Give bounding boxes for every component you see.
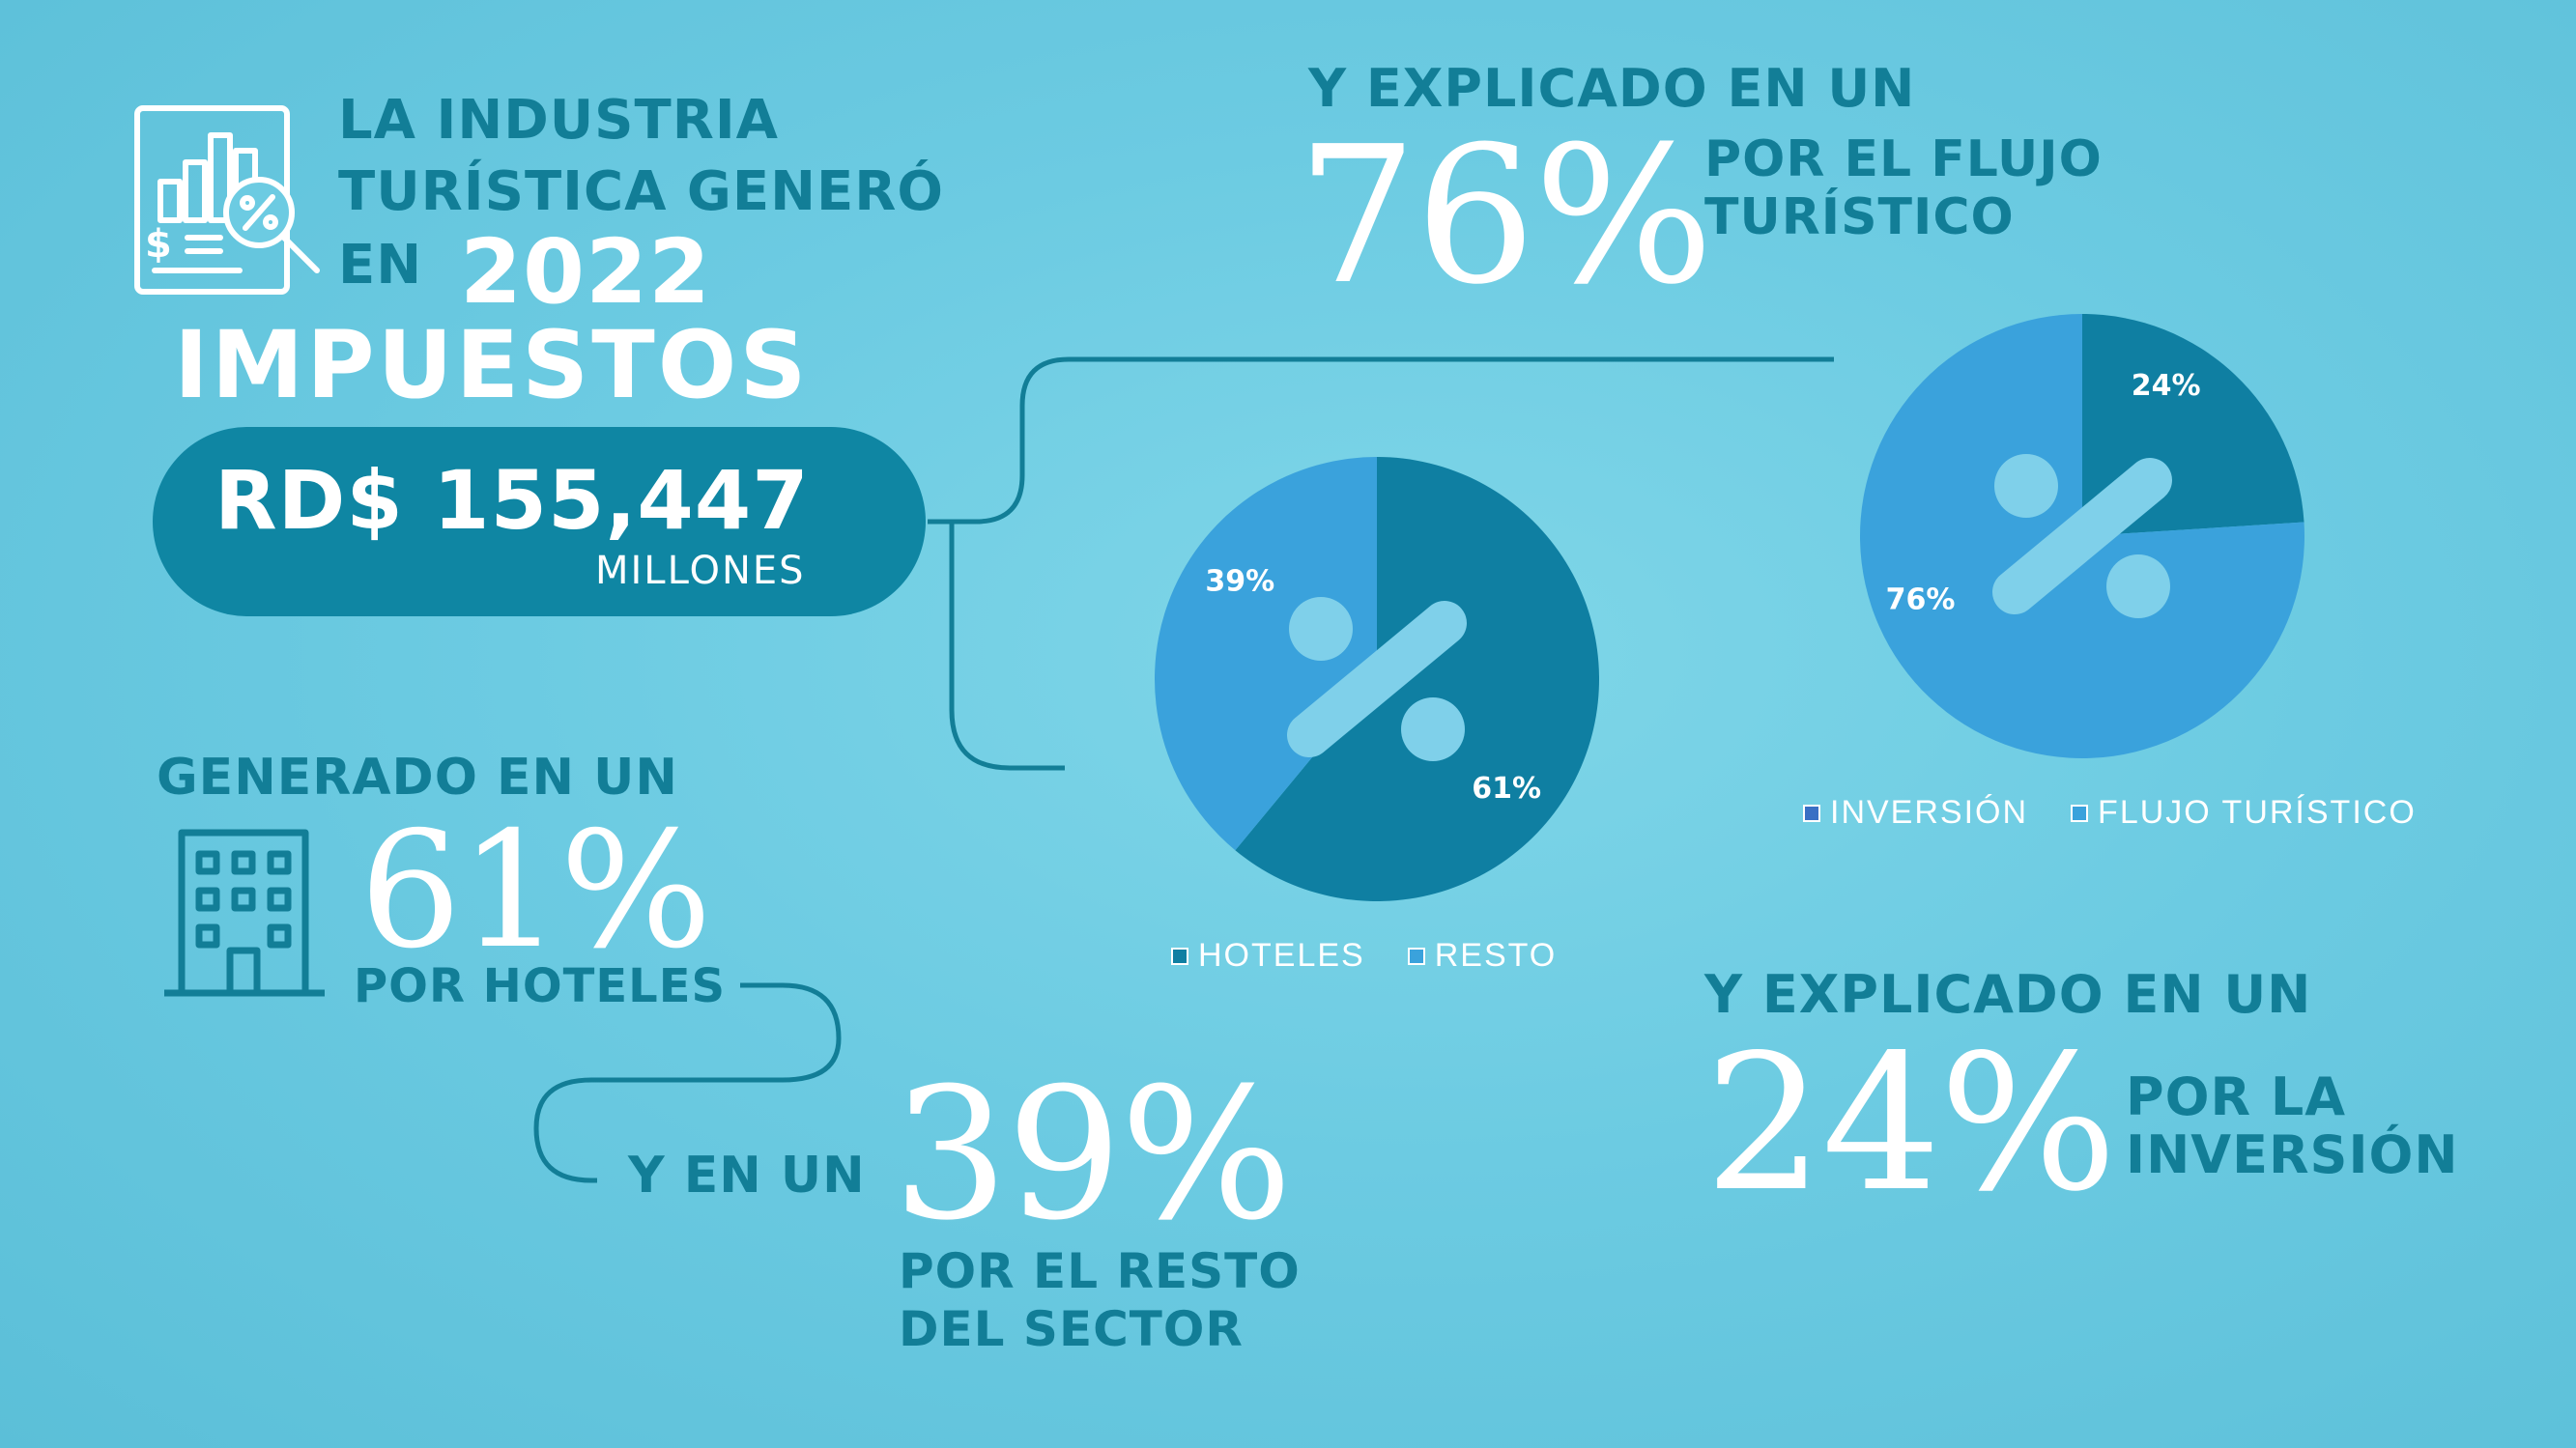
legend-swatch-inversion xyxy=(1803,804,1820,822)
legend-label-flujo: FLUJO TURÍSTICO xyxy=(2098,794,2417,831)
pie-chart-inversion: 24% 76% xyxy=(1860,314,2304,758)
legend-swatch-flujo xyxy=(2071,804,2089,822)
hoteles-intro: GENERADO EN UN xyxy=(157,749,678,807)
legend-label-inversion: INVERSIÓN xyxy=(1830,794,2029,831)
pie-chart-hoteles: 61% 39% xyxy=(1155,457,1599,901)
legend-swatch-resto xyxy=(1407,947,1425,965)
data-label-hoteles: 61% xyxy=(1472,772,1541,806)
hotel-building-icon xyxy=(164,829,325,997)
percent-symbol-icon xyxy=(1287,597,1467,761)
data-label-flujo-tur-stico: 76% xyxy=(1886,582,1956,616)
legend-item-inversion: INVERSIÓN xyxy=(1803,794,2028,832)
amount-pill xyxy=(153,427,926,616)
legend-swatch-hoteles xyxy=(1171,947,1188,965)
resto-intro: Y EN UN xyxy=(628,1147,866,1205)
title-impuestos: IMPUESTOS xyxy=(174,311,810,419)
pie-slice-resto xyxy=(1155,457,1377,851)
legend-item-hoteles: HOTELES xyxy=(1171,937,1365,975)
legend-label-resto: RESTO xyxy=(1434,937,1558,974)
legend-inversion: INVERSIÓN FLUJO TURÍSTICO xyxy=(1803,794,2417,832)
amount-value: RD$ 155,447 xyxy=(215,453,810,548)
flujo-intro: Y EXPLICADO EN UN xyxy=(1308,58,1916,119)
legend-label-hoteles: HOTELES xyxy=(1198,937,1365,974)
resto-percentage: 39% xyxy=(893,1049,1293,1261)
connector-to-left-chart xyxy=(928,519,1065,771)
amount-unit: MILLONES xyxy=(595,549,806,593)
resto-line-1: POR EL RESTO xyxy=(899,1243,1301,1299)
inversion-line-1: POR LA xyxy=(2126,1066,2347,1127)
flujo-line-1: POR EL FLUJO xyxy=(1704,130,2103,188)
hoteles-percentage: 61% xyxy=(359,798,712,984)
inversion-intro: Y EXPLICADO EN UN xyxy=(1704,964,2312,1025)
percent-symbol-icon xyxy=(1992,454,2172,618)
hoteles-text: POR HOTELES xyxy=(354,959,727,1013)
legend-hoteles: HOTELES RESTO xyxy=(1171,937,1557,975)
flujo-line-2: TURÍSTICO xyxy=(1704,188,2015,246)
flujo-percentage: 76% xyxy=(1297,106,1714,327)
data-label-inversi-n: 24% xyxy=(2132,369,2201,403)
connector-hoteles-to-resto xyxy=(533,982,842,1183)
tax-report-icon: $ xyxy=(134,105,320,295)
pie-slice-hoteles xyxy=(1235,457,1599,901)
inversion-line-2: INVERSIÓN xyxy=(2126,1124,2459,1185)
legend-item-resto: RESTO xyxy=(1407,937,1558,975)
title-year: 2022 xyxy=(460,220,712,324)
title-line-2: TURÍSTICA GENERÓ xyxy=(338,160,944,223)
legend-item-flujo: FLUJO TURÍSTICO xyxy=(2071,794,2417,832)
connector-to-right-chart xyxy=(928,356,1834,525)
data-label-resto: 39% xyxy=(1205,565,1274,599)
title-line-3-prefix: EN xyxy=(338,234,423,297)
inversion-percentage: 24% xyxy=(1704,1014,2117,1233)
title-line-1: LA INDUSTRIA xyxy=(338,89,780,152)
resto-line-2: DEL SECTOR xyxy=(899,1301,1244,1357)
svg-text:$: $ xyxy=(145,222,172,267)
